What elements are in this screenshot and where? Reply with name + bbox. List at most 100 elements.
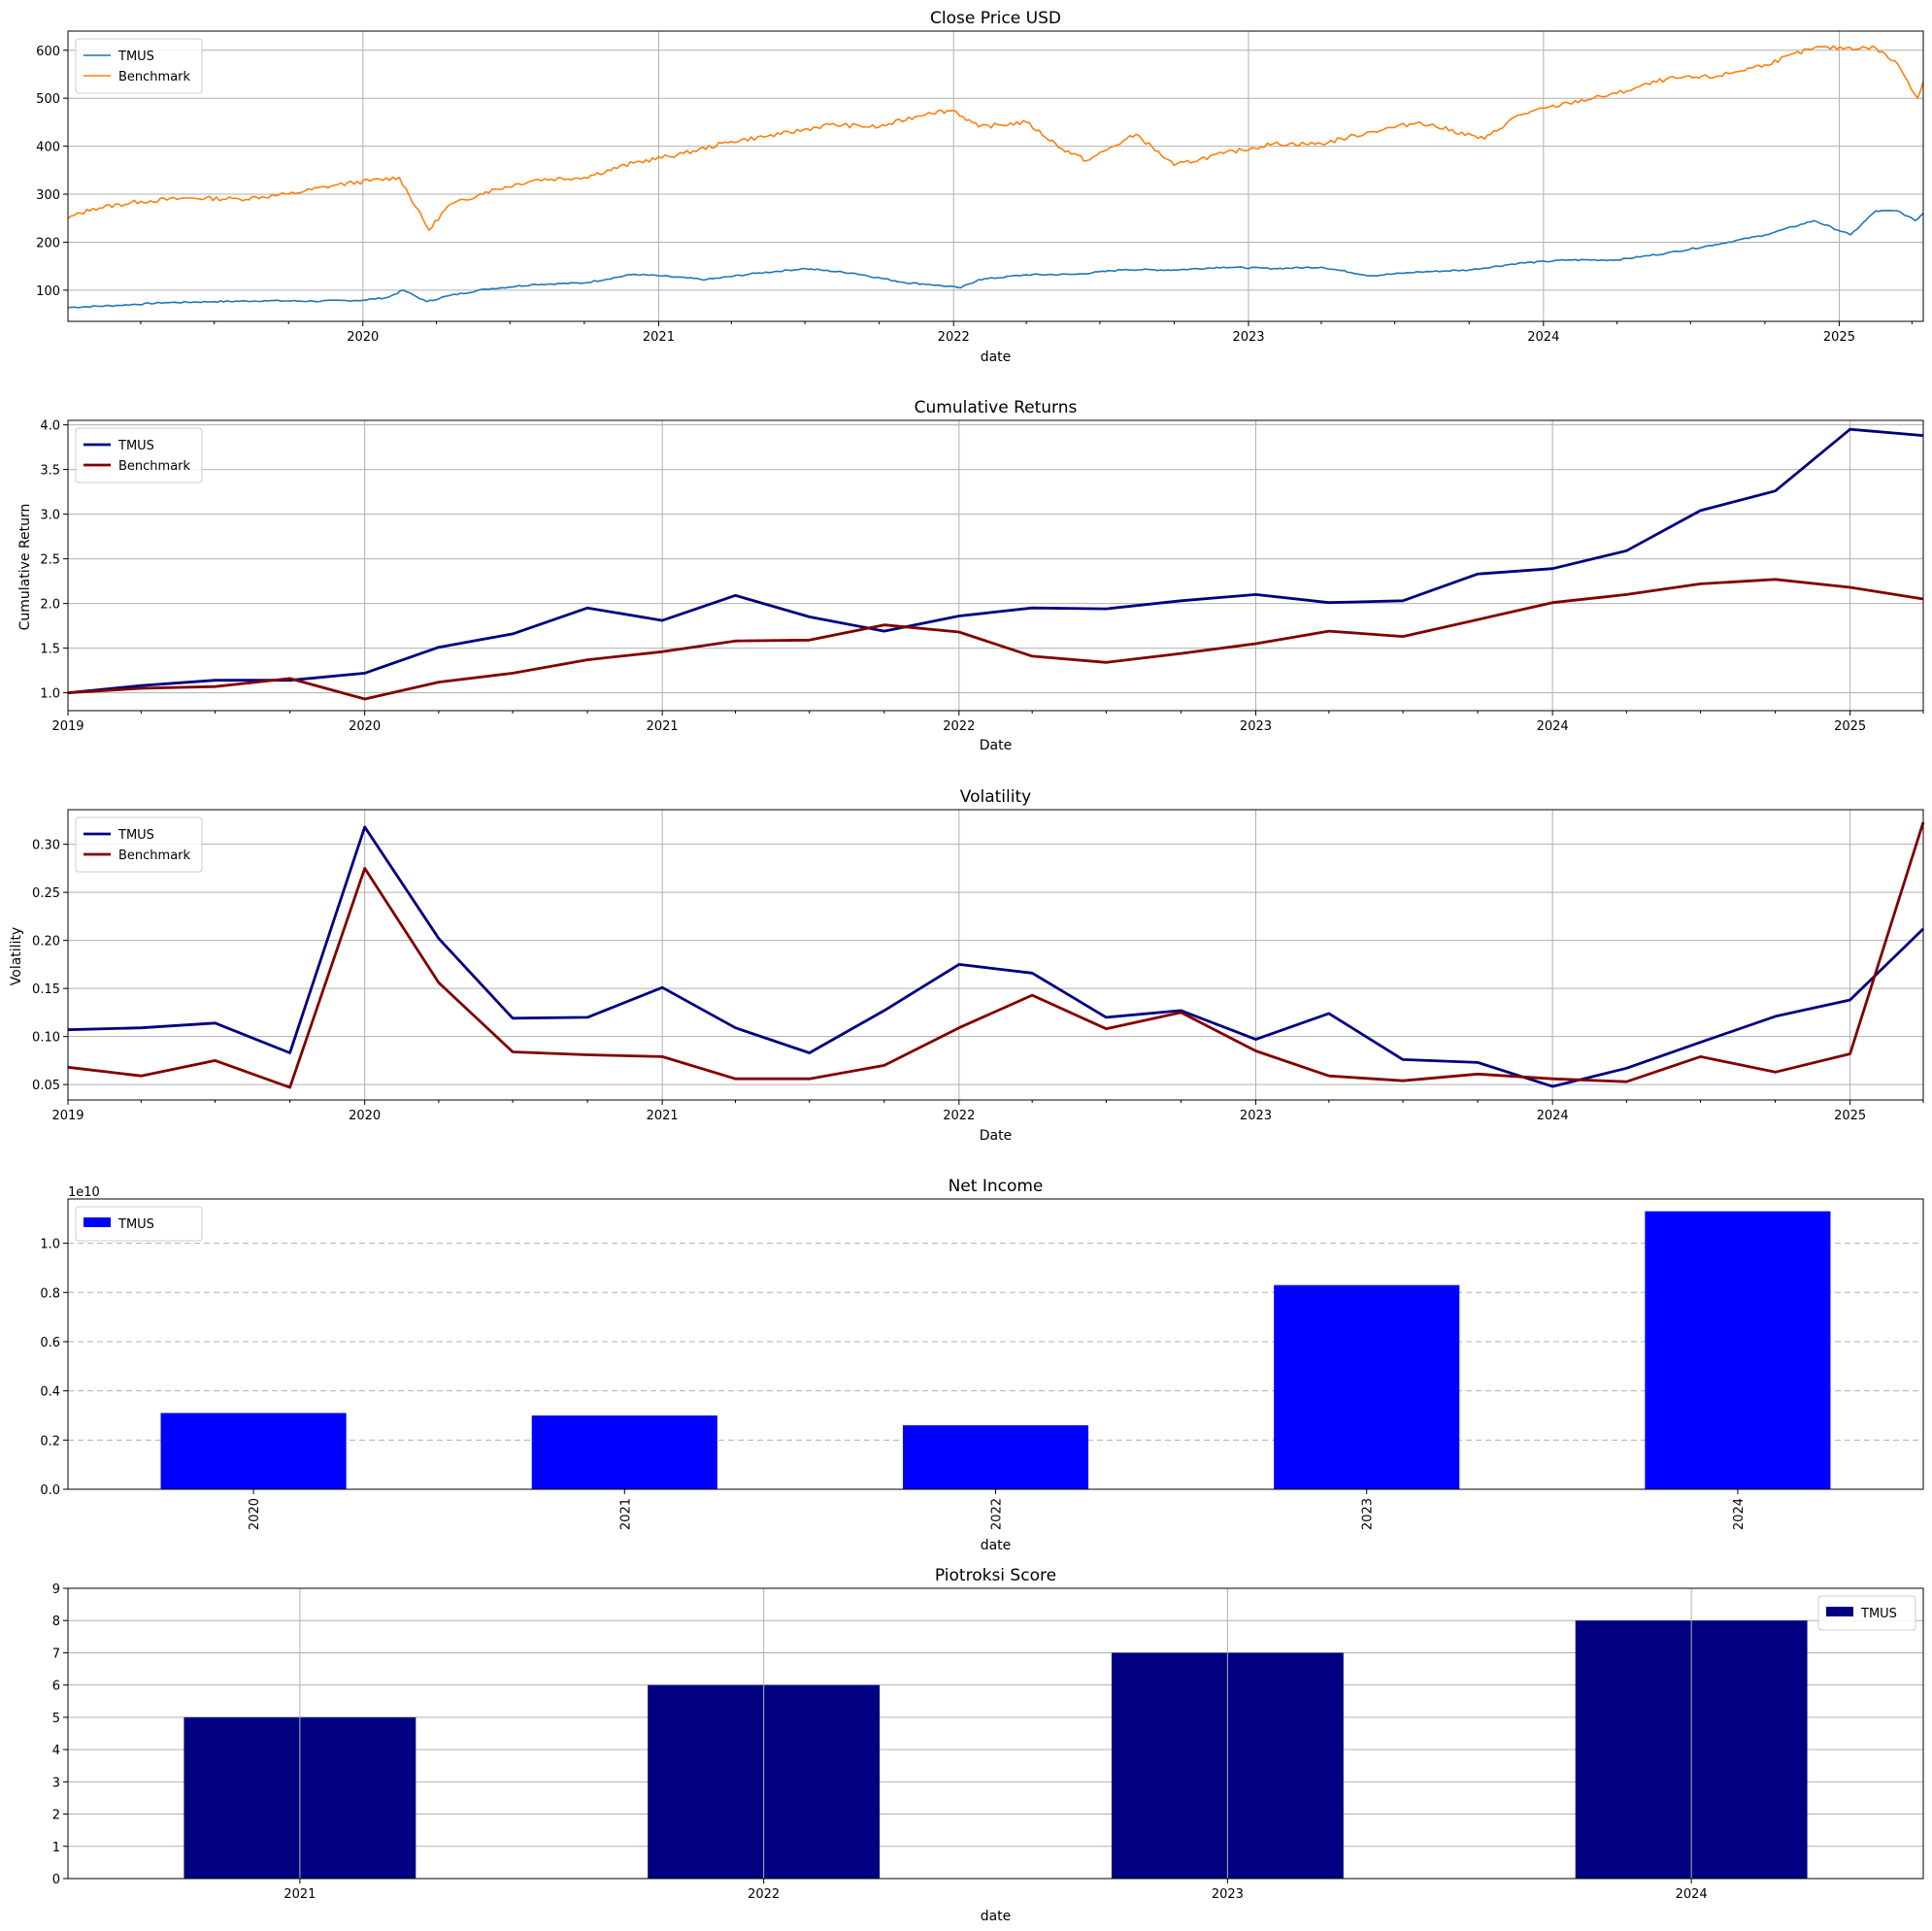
y-tick-label: 500	[36, 92, 60, 107]
axes-frame	[67, 809, 1924, 1101]
y-tick-label: 2.5	[40, 553, 60, 568]
x-tick-label: 2023	[1212, 1887, 1244, 1902]
legend-entry: TMUS	[1860, 1607, 1897, 1621]
legend-box	[75, 38, 203, 94]
y-tick-label: 0	[52, 1873, 60, 1887]
x-tick-label: 2019	[51, 719, 83, 734]
y-tick-label: 8	[52, 1615, 60, 1629]
x-tick-label: 2022	[748, 1887, 780, 1902]
y-tick-label: 3	[52, 1776, 60, 1790]
x-tick-label: 2021	[647, 719, 679, 734]
legend-entry: Benchmark	[118, 459, 191, 474]
axes-frame	[67, 1198, 1924, 1490]
legend-entry: Benchmark	[118, 70, 191, 84]
panel-cumulative-returns: Cumulative Returns Date Cumulative Retur…	[17, 398, 1924, 753]
bar-2024	[1645, 1211, 1831, 1489]
legend-box	[1817, 1595, 1916, 1631]
legend-box	[75, 816, 203, 873]
y-tick-label: 0.20	[32, 935, 60, 949]
x-axis-label: Date	[980, 1128, 1012, 1144]
y-axis-offset-label: 1e10	[68, 1185, 100, 1200]
series-line-benchmark	[67, 45, 1924, 231]
y-tick-label: 0.8	[40, 1286, 60, 1301]
series-line-benchmark	[67, 578, 1924, 701]
y-tick-label: 200	[36, 236, 60, 250]
x-axis-label: Date	[980, 738, 1012, 753]
bar-2020	[160, 1413, 347, 1489]
x-tick-label: 2023	[1361, 1498, 1376, 1530]
x-tick-label: 2020	[248, 1498, 262, 1530]
y-tick-label: 7	[52, 1647, 60, 1661]
series-line-tmus	[67, 825, 1924, 1088]
bar-2021	[531, 1415, 717, 1489]
panel-title: Volatility	[960, 787, 1031, 807]
bar-2022	[902, 1425, 1089, 1489]
legend-entry: TMUS	[117, 1217, 154, 1232]
panel-title: Close Price USD	[930, 9, 1061, 28]
axes-frame	[67, 419, 1924, 712]
x-tick-label: 2022	[943, 1109, 975, 1123]
y-tick-label: 0.4	[40, 1385, 60, 1400]
y-tick-label: 4	[52, 1744, 60, 1758]
y-axis-label: Volatility	[9, 927, 24, 985]
series-line-tmus	[67, 210, 1924, 309]
y-tick-label: 0.30	[32, 839, 60, 853]
y-tick-label: 3.0	[40, 509, 60, 523]
x-tick-label: 2024	[1537, 1109, 1569, 1123]
x-tick-label: 2021	[643, 330, 675, 345]
x-axis-label: date	[981, 1538, 1012, 1553]
x-tick-label: 2021	[283, 1887, 316, 1902]
x-tick-label: 2024	[1537, 719, 1569, 734]
y-tick-label: 1.5	[40, 643, 60, 657]
y-tick-label: 6	[52, 1680, 60, 1694]
x-axis-label: date	[981, 350, 1012, 365]
y-tick-label: 3.5	[40, 464, 60, 479]
x-tick-label: 2023	[1240, 719, 1272, 734]
series-line-tmus	[67, 427, 1924, 694]
y-tick-label: 600	[36, 45, 60, 59]
panel-piotroski-score: Piotroksi Score date 0 1 2 3 4 5 6 7 8 9 2021 2022 2…	[52, 1566, 1924, 1924]
x-tick-label: 2022	[990, 1498, 1005, 1530]
x-tick-label: 2022	[943, 719, 975, 734]
axes-frame	[67, 1587, 1924, 1880]
y-tick-label: 300	[36, 188, 60, 203]
y-tick-label: 0.0	[40, 1483, 60, 1498]
y-axis-label: Cumulative Return	[17, 504, 33, 631]
y-tick-label: 4.0	[40, 419, 60, 434]
x-tick-label: 2020	[349, 1109, 381, 1123]
x-tick-label: 2020	[349, 719, 381, 734]
x-tick-label: 2024	[1676, 1887, 1708, 1902]
panel-title: Piotroksi Score	[935, 1566, 1056, 1585]
x-tick-label: 2019	[51, 1109, 83, 1123]
x-tick-label: 2025	[1834, 719, 1866, 734]
y-tick-label: 9	[52, 1582, 60, 1597]
legend-box	[75, 427, 203, 483]
panel-title: Net Income	[949, 1177, 1044, 1196]
panel-volatility: Volatility Date Volatility 2019 2020 2021 2…	[9, 787, 1925, 1144]
x-tick-label: 2020	[347, 330, 379, 345]
x-tick-label: 2022	[938, 330, 970, 345]
panel-net-income: Net Income 1e10 date 0.0 0.2 0.4 0.6 0.8 1.0 2…	[40, 1177, 1924, 1553]
x-axis-label: date	[981, 1909, 1012, 1924]
y-tick-label: 0.15	[32, 982, 60, 997]
y-tick-label: 0.10	[32, 1031, 60, 1046]
x-tick-label: 2024	[1527, 330, 1559, 345]
y-tick-label: 0.05	[32, 1079, 60, 1093]
bar-2023	[1274, 1284, 1460, 1489]
y-tick-label: 100	[36, 284, 60, 299]
legend-box	[75, 1206, 203, 1242]
y-tick-label: 1.0	[40, 687, 60, 702]
axes-frame	[67, 30, 1924, 322]
panel-title: Cumulative Returns	[915, 398, 1078, 417]
x-tick-label: 2021	[618, 1498, 633, 1530]
x-tick-label: 2025	[1834, 1109, 1866, 1123]
y-tick-label: 0.6	[40, 1336, 60, 1350]
series-line-benchmark	[67, 821, 1925, 1089]
legend-swatch	[83, 1217, 111, 1227]
legend-entry: TMUS	[117, 828, 154, 843]
y-tick-label: 1.0	[40, 1238, 60, 1252]
y-tick-label: 2	[52, 1809, 60, 1823]
x-tick-label: 2023	[1240, 1109, 1272, 1123]
y-tick-label: 5	[52, 1712, 60, 1726]
y-tick-label: 1	[52, 1841, 60, 1855]
